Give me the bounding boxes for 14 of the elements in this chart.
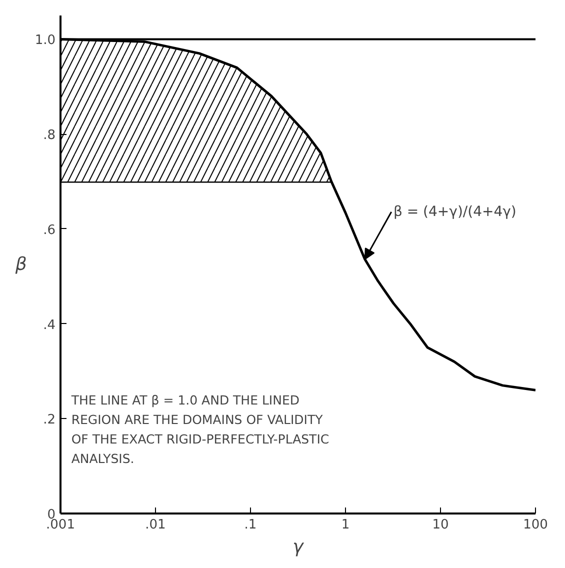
y-tick-label: .4 — [43, 318, 56, 333]
y-tick-label: .6 — [43, 222, 56, 238]
annotation: THE LINE AT β = 1.0 AND THE LINED REGION ARE THE DOMAINS OF VALIDITY OF THE EXACT RIGID-PERFECTLY-PLASTIC ANALYSIS. — [70, 392, 330, 466]
x-tick-label: 10 — [432, 518, 449, 532]
y-tick-label: 1.0 — [34, 33, 56, 48]
x-tick-label: 1 — [341, 518, 350, 532]
annotation: β = (4+γ)/(4+4γ) — [393, 204, 516, 220]
y-tick-label: .2 — [43, 412, 56, 428]
x-tick-label: 100 — [523, 518, 548, 532]
y-tick-label: .8 — [43, 128, 56, 144]
x-tick-label: .01 — [145, 518, 166, 532]
x-tick-label: .1 — [244, 518, 257, 532]
x-axis-title: γ — [292, 536, 305, 558]
y-axis-title: β — [14, 254, 27, 275]
